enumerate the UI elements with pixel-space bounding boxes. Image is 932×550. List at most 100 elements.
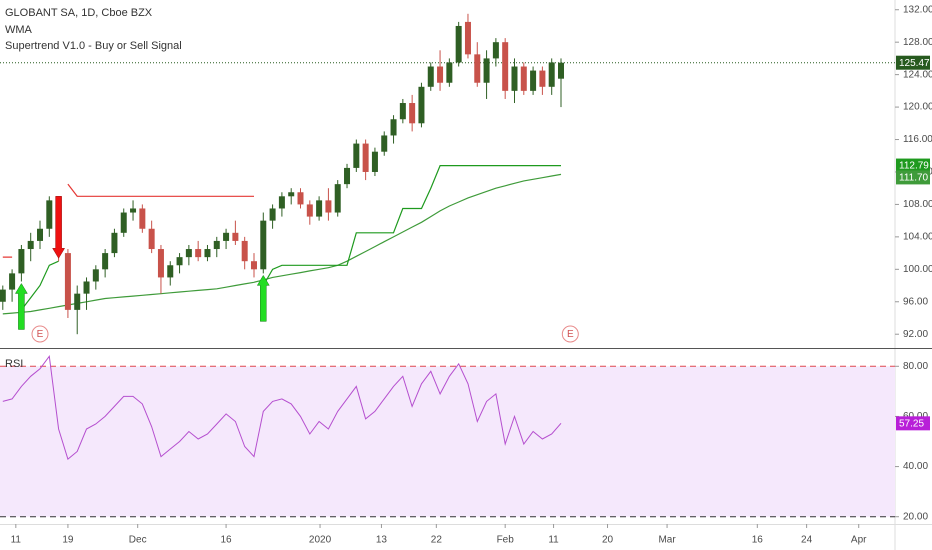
candle-body [120,212,127,233]
candle-body [288,192,295,197]
x-tick-label: 16 [752,535,764,546]
y-tick-label: 120.00 [903,102,932,113]
y-tick-label: 80.00 [903,361,928,372]
candle-body [195,249,202,258]
candle-body [306,204,313,217]
x-tick-label: 22 [431,535,443,546]
earnings-label: E [37,329,44,340]
candle-body [418,86,425,124]
candle-body [176,257,183,266]
candle-body [483,58,490,83]
candle-body [474,54,481,83]
price-tag-bg [896,158,930,173]
candle-body [74,293,81,310]
candle-body [102,253,109,270]
candle-body [37,228,44,241]
candle-body [0,289,6,302]
candle-body [185,249,192,258]
candle-body [520,66,527,91]
candle-body [148,228,155,250]
candle-body [558,62,565,79]
sell-arrow [52,196,66,259]
candle-body [250,261,257,270]
candle-body [381,135,388,152]
rsi-title: RSI [5,358,23,370]
buy-arrow [256,274,270,322]
x-tick-label: 11 [548,535,559,546]
x-tick-label: Feb [497,535,515,546]
candle-body [232,232,239,241]
x-tick-label: 19 [62,535,74,546]
candle-body [130,208,137,213]
candle-body [427,66,434,87]
candle-body [437,66,444,83]
y-tick-label: 92.00 [903,329,928,340]
candle-body [139,208,146,229]
y-tick-label: 100.00 [903,264,932,275]
x-tick-label: Dec [129,535,147,546]
candle-body [325,200,332,213]
candle-body [64,253,71,310]
buy-arrow [14,282,28,330]
candle-body [390,119,397,136]
candle-body [399,103,406,120]
x-tick-label: Mar [658,535,676,546]
y-tick-label: 96.00 [903,296,928,307]
candle-body [9,273,16,290]
candle-body [464,21,471,55]
wma-line [2,173,562,315]
candle-body [18,249,25,274]
price-tag: 125.47 [899,58,930,69]
y-tick-label: 108.00 [903,199,932,210]
candle-body [446,62,453,83]
price-tag-bg [896,170,930,185]
rsi-band [0,366,895,517]
x-tick-label: 20 [602,535,614,546]
candle-body [492,42,499,59]
price-tag: 111.70 [899,173,929,184]
candle-body [362,143,369,172]
indicator-label: Supertrend V1.0 - Buy or Sell Signal [5,40,182,52]
x-tick-label: 24 [801,535,813,546]
price-tag: 57.25 [899,418,924,429]
x-tick-label: 2020 [309,535,332,546]
candle-body [297,192,304,205]
candle-body [111,232,118,254]
x-tick-label: 11 [11,535,22,546]
y-tick-label: 40.00 [903,461,928,472]
candle-body [409,103,416,124]
y-tick-label: 132.00 [903,4,932,15]
candle-body [353,143,360,168]
x-tick-label: Apr [851,535,867,546]
y-tick-label: 124.00 [903,69,932,80]
candle-body [530,70,537,91]
candle-body [539,70,546,87]
x-tick-label: 16 [221,535,233,546]
candle-body [46,200,53,229]
y-tick-label: 116.00 [903,134,932,145]
earnings-marker [561,325,579,343]
supertrend-down [2,183,254,258]
candle-body [213,240,220,250]
candle-body [548,62,555,87]
indicator-label: WMA [5,24,33,36]
x-tick-label: 13 [376,535,388,546]
candle-body [167,265,174,278]
candle-body [83,281,90,294]
candle-body [269,208,276,221]
candle-body [157,249,164,278]
candle-body [278,196,285,209]
rsi-line [2,355,562,460]
price-tag: 112.79 [899,161,929,172]
candle-body [260,220,267,270]
candle-body [316,200,323,217]
earnings-marker [31,325,49,343]
chart-title: GLOBANT SA, 1D, Cboe BZX [5,7,153,19]
candle-body [241,240,248,262]
candle-body [92,269,99,282]
candle-body [204,249,211,258]
y-tick-label: 20.00 [903,511,928,522]
y-tick-label: 128.00 [903,37,932,48]
candle-body [371,151,378,172]
